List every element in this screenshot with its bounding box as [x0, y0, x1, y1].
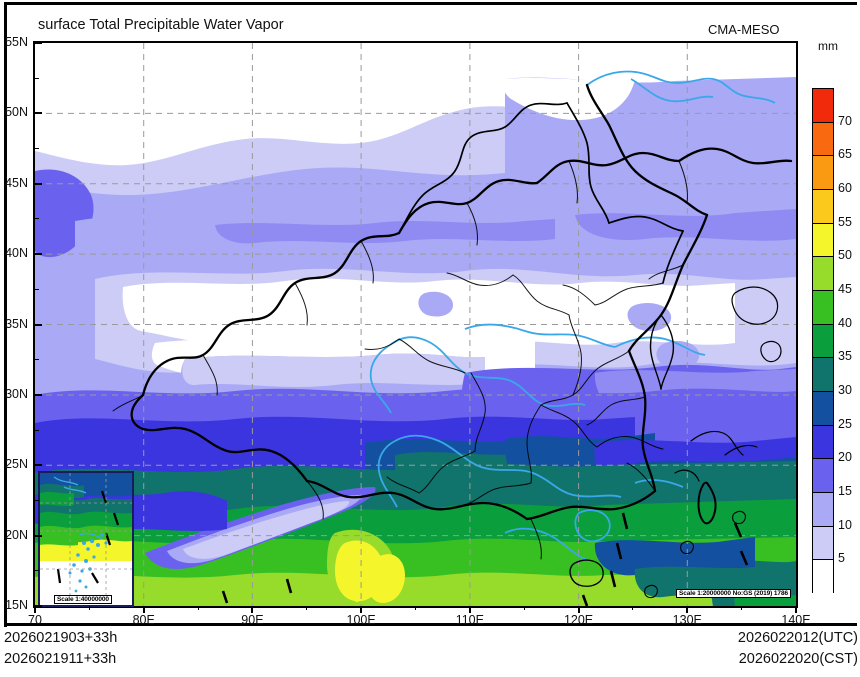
latitude-tick-mark [35, 323, 42, 326]
frame-top-rule [4, 2, 857, 5]
longitude-minor-tick [415, 606, 416, 610]
footer-valid-time-cst: 2026022020(CST) [738, 651, 858, 667]
colorbar-tick-label: 45 [838, 282, 852, 296]
latitude-tick-label: 20N [5, 527, 28, 542]
colorbar-tick-label: 10 [838, 517, 852, 532]
latitude-tick-label: 25N [5, 457, 28, 472]
latitude-tick-mark [35, 534, 42, 537]
colorbar-tick-label: 40 [838, 315, 852, 330]
latitude-minor-tick [35, 570, 39, 572]
map-canvas [35, 43, 796, 606]
longitude-tick-label: 110E [455, 613, 484, 627]
frame-left-rule [4, 2, 7, 627]
colorbar-band [813, 425, 833, 460]
longitude-minor-tick [523, 606, 525, 610]
longitude-minor-tick [197, 606, 199, 610]
longitude-tick-mark [577, 606, 580, 613]
latitude-tick-label: 15N [5, 598, 28, 612]
latitude-minor-tick [35, 218, 39, 220]
inset-scale-label: Scale 1:40000000 [54, 595, 112, 604]
colorbar-tick-label: 60 [838, 181, 852, 195]
colorbar-tick-label: 35 [838, 349, 852, 364]
inset-canvas [40, 473, 132, 605]
colorbar-tick-label: 20 [838, 450, 852, 465]
latitude-minor-tick [35, 359, 39, 361]
field-contours [35, 43, 796, 606]
colorbar-band [813, 560, 833, 594]
longitude-minor-tick [632, 606, 634, 610]
longitude-tick-label: 130E [672, 613, 702, 627]
colorbar-tick-label: 55 [838, 214, 852, 229]
colorbar-unit-label: mm [818, 39, 838, 53]
longitude-tick-mark [142, 606, 145, 613]
latitude-minor-tick [35, 77, 39, 79]
colorbar-band [813, 89, 833, 123]
longitude-tick-mark [795, 606, 797, 613]
footer-valid-time-utc: 2026022012(UTC) [737, 630, 858, 646]
colorbar-tick-label: 70 [838, 113, 852, 128]
colorbar-band [813, 459, 833, 493]
colorbar-band [813, 257, 833, 291]
colorbar-tick-label: 5 [838, 551, 845, 566]
longitude-minor-tick [741, 606, 743, 610]
latitude-tick-mark [35, 42, 42, 44]
colorbar-tick-label: 50 [838, 248, 852, 263]
colorbar-tick-label: 25 [838, 416, 852, 431]
colorbar-band [813, 526, 833, 561]
latitude-tick-label: 50N [5, 105, 28, 120]
latitude-tick-label: 40N [5, 246, 28, 261]
colorbar-band [813, 291, 833, 325]
latitude-minor-tick [35, 429, 39, 431]
longitude-tick-label: 80E [132, 613, 155, 627]
latitude-tick-mark [35, 393, 42, 396]
map-scale-label: Scale 1:20000000 No:GS (2019) 1786 [676, 589, 791, 598]
longitude-tick-mark [468, 606, 471, 613]
longitude-tick-label: 70 [28, 613, 42, 627]
longitude-minor-tick [88, 606, 90, 610]
inset-overview-map[interactable]: Scale 1:40000000 [38, 471, 134, 607]
longitude-tick-label: 120E [563, 613, 594, 627]
page-title: surface Total Precipitable Water Vapor [38, 17, 284, 33]
latitude-tick-mark [35, 112, 42, 115]
footer-init-time-cst: 2026021911+33h [4, 651, 117, 667]
latitude-minor-tick [35, 499, 39, 501]
frame-bottom-rule [4, 623, 857, 626]
latitude-tick-label: 30N [5, 386, 28, 401]
longitude-tick-label: 90E [241, 613, 264, 627]
longitude-tick-mark [686, 606, 689, 613]
colorbar-tick-label: 15 [838, 484, 852, 498]
longitude-minor-tick [306, 606, 308, 610]
model-label: CMA-MESO [708, 22, 780, 37]
colorbar-band [813, 156, 833, 190]
latitude-tick-label: 45N [5, 175, 28, 190]
colorbar[interactable] [812, 88, 834, 594]
colorbar-band [813, 493, 833, 527]
latitude-tick-label: 35N [5, 316, 28, 331]
latitude-tick-mark [35, 605, 42, 607]
latitude-minor-tick [35, 148, 39, 150]
colorbar-band [813, 358, 833, 392]
latitude-tick-mark [35, 253, 42, 256]
latitude-minor-tick [35, 288, 39, 290]
colorbar-band [813, 324, 833, 359]
map-plot-area[interactable] [33, 41, 798, 608]
map-gridlines [35, 43, 796, 606]
longitude-tick-label: 140E [781, 613, 811, 627]
longitude-tick-label: 100E [346, 613, 376, 627]
colorbar-band [813, 223, 833, 258]
colorbar-tick-label: 65 [838, 147, 852, 162]
footer-init-time-utc: 2026021903+33h [4, 630, 118, 646]
borders-layer [112, 83, 793, 606]
colorbar-band [813, 122, 833, 157]
latitude-tick-label: 55N [5, 35, 28, 49]
colorbar-tick-label: 30 [838, 383, 852, 397]
latitude-tick-mark [35, 182, 42, 185]
colorbar-band [813, 392, 833, 426]
longitude-tick-mark [34, 606, 36, 613]
latitude-tick-mark [35, 464, 42, 467]
longitude-tick-mark [360, 606, 363, 613]
colorbar-band [813, 190, 833, 224]
longitude-tick-mark [251, 606, 254, 613]
